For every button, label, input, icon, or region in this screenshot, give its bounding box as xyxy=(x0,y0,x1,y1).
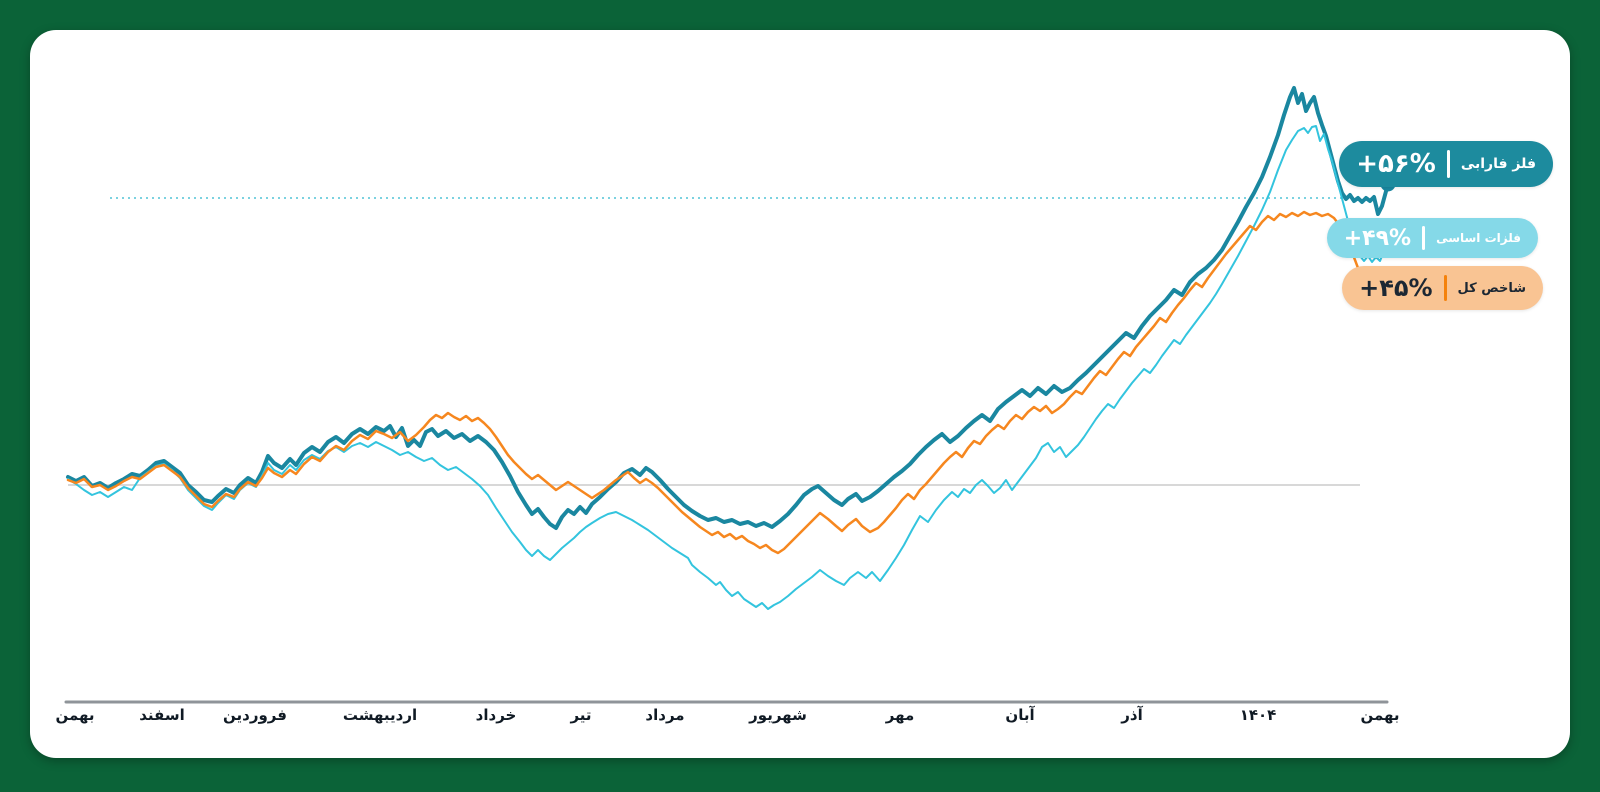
x-axis-label: فروردین xyxy=(223,706,287,724)
separator-bar xyxy=(1422,226,1425,250)
series-line xyxy=(68,88,1388,528)
x-axis-label: تیر xyxy=(570,706,591,724)
x-axis-label: آذر xyxy=(1121,706,1142,724)
x-axis-label: آبان xyxy=(1005,706,1034,724)
legend-badge-felez-farabi: +۵۶% فلز فارابی xyxy=(1339,141,1553,187)
x-axis-label: مهر xyxy=(886,706,915,724)
change-value: +۴۹% xyxy=(1344,226,1411,251)
x-axis-label: ۱۴۰۴ xyxy=(1240,706,1277,724)
change-value: +۵۶% xyxy=(1356,149,1436,179)
x-axis-label: شهریور xyxy=(749,706,807,724)
legend-badge-shakhes-kol: +۴۵% شاخص کل xyxy=(1342,266,1543,310)
legend-badge-felezat-asasi: +۴۹% فلزات اساسی xyxy=(1327,218,1538,258)
series-lines xyxy=(68,88,1396,609)
series-label: شاخص کل xyxy=(1458,281,1526,296)
separator-bar xyxy=(1447,150,1450,178)
separator-bar xyxy=(1444,275,1447,301)
x-axis-label: اسفند xyxy=(139,706,184,724)
x-axis-label: بهمن xyxy=(1360,706,1399,724)
x-axis-label: مرداد xyxy=(645,706,684,724)
change-value: +۴۵% xyxy=(1359,274,1432,302)
series-label: فلز فارابی xyxy=(1461,156,1536,172)
performance-chart[interactable] xyxy=(0,0,1600,792)
series-label: فلزات اساسی xyxy=(1436,231,1521,245)
x-axis-label: بهمن xyxy=(55,706,94,724)
x-axis-label: اردیبهشت xyxy=(343,706,417,724)
x-axis-label: خرداد xyxy=(476,706,517,724)
series-line xyxy=(68,212,1388,553)
